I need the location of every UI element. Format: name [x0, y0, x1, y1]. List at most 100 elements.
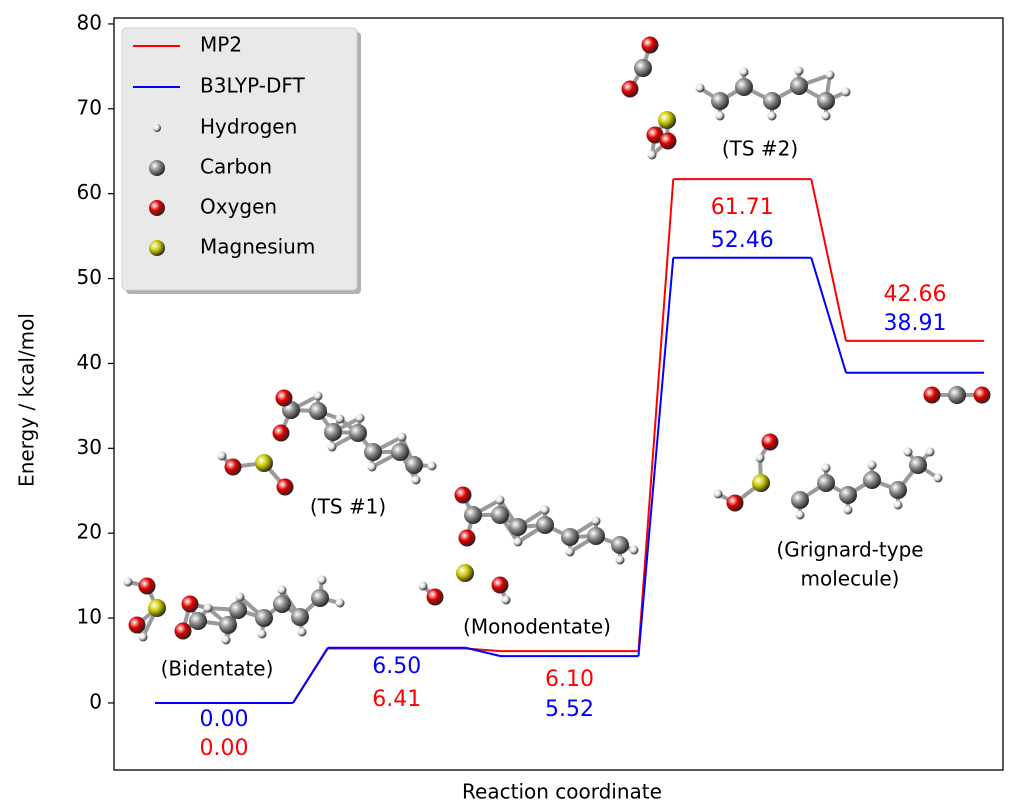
- atom: [868, 461, 877, 470]
- connector: [293, 648, 328, 703]
- atom: [924, 387, 941, 404]
- molecule: [924, 386, 991, 404]
- legend-atom: [149, 200, 165, 216]
- atom: [763, 92, 781, 110]
- atom: [536, 516, 554, 534]
- atom: [428, 462, 437, 471]
- atom: [273, 595, 291, 613]
- atom: [218, 452, 227, 461]
- legend-label: Oxygen: [200, 195, 277, 219]
- atom: [735, 78, 753, 96]
- atom: [894, 501, 903, 510]
- atom: [974, 387, 991, 404]
- value-label: 38.91: [884, 311, 947, 336]
- atom: [124, 578, 133, 587]
- atom: [711, 92, 729, 110]
- atom: [727, 495, 744, 512]
- atom: [826, 71, 835, 80]
- atom: [492, 577, 509, 594]
- atom: [889, 481, 907, 499]
- atom: [842, 88, 851, 97]
- atom: [175, 623, 192, 640]
- atom: [398, 433, 407, 442]
- atom: [258, 630, 267, 639]
- atom: [587, 527, 605, 545]
- atom: [222, 636, 231, 645]
- atom: [502, 596, 511, 605]
- atom: [324, 423, 342, 441]
- atom: [863, 471, 881, 489]
- chart: Reaction coordinate Energy / kcal/mol 01…: [0, 0, 1015, 807]
- y-tick-label: 40: [77, 350, 102, 374]
- molecule: [714, 434, 943, 520]
- atom: [658, 111, 676, 129]
- atom: [566, 548, 575, 557]
- atom: [660, 133, 677, 150]
- atom: [405, 456, 423, 474]
- atom: [255, 454, 273, 472]
- atom: [298, 628, 307, 637]
- legend-label: Carbon: [200, 155, 272, 179]
- state-label: (Monodentate): [463, 615, 611, 639]
- value-label: 6.41: [372, 687, 421, 712]
- atom: [934, 474, 943, 483]
- connector: [639, 179, 674, 651]
- value-label: 6.10: [545, 667, 594, 692]
- atom: [412, 476, 421, 485]
- y-tick-label: 50: [77, 265, 102, 289]
- y-tick-label: 30: [77, 435, 102, 459]
- atom: [491, 506, 509, 524]
- atom: [182, 596, 199, 613]
- atom: [419, 582, 428, 591]
- y-tick-label: 80: [77, 10, 102, 34]
- atom: [714, 490, 723, 499]
- atom: [561, 528, 579, 546]
- value-label: 52.46: [711, 228, 774, 253]
- legend-label: Magnesium: [200, 235, 315, 259]
- atom: [427, 589, 444, 606]
- legend-label: MP2: [200, 33, 242, 57]
- atom: [328, 443, 337, 452]
- atom: [391, 443, 409, 461]
- state-label: (Bidentate): [161, 657, 274, 681]
- atom: [276, 390, 293, 407]
- legend-atom: [149, 240, 165, 256]
- atom: [768, 112, 777, 121]
- atom: [616, 556, 625, 565]
- atom: [756, 454, 765, 463]
- atom: [336, 599, 345, 608]
- legend-atom: [153, 124, 161, 132]
- atom: [611, 536, 629, 554]
- atom: [696, 84, 705, 93]
- atom: [817, 92, 835, 110]
- atom: [716, 112, 725, 121]
- state-label: (TS #1): [310, 495, 386, 519]
- atom: [318, 576, 327, 585]
- y-tick-label: 0: [89, 689, 102, 713]
- legend-label: Hydrogen: [200, 115, 297, 139]
- atom: [356, 414, 365, 423]
- atom: [796, 511, 805, 520]
- atom: [459, 530, 476, 547]
- atom: [642, 37, 659, 54]
- atom: [139, 578, 156, 595]
- atom: [349, 424, 367, 442]
- state-label: molecule): [801, 567, 900, 591]
- atom: [311, 589, 329, 607]
- value-label: 6.50: [372, 654, 421, 679]
- atom: [822, 112, 831, 121]
- atom: [752, 474, 770, 492]
- atom: [204, 604, 213, 613]
- atom: [219, 616, 237, 634]
- molecule: [124, 576, 345, 645]
- legend-label: B3LYP-DFT: [200, 74, 306, 98]
- atom: [189, 612, 207, 630]
- atom: [634, 59, 652, 77]
- atom: [592, 517, 601, 526]
- atom: [496, 496, 505, 505]
- atom: [839, 486, 857, 504]
- atom: [844, 506, 853, 515]
- atom: [236, 593, 245, 602]
- atom: [273, 425, 290, 442]
- value-label: 42.66: [884, 282, 947, 307]
